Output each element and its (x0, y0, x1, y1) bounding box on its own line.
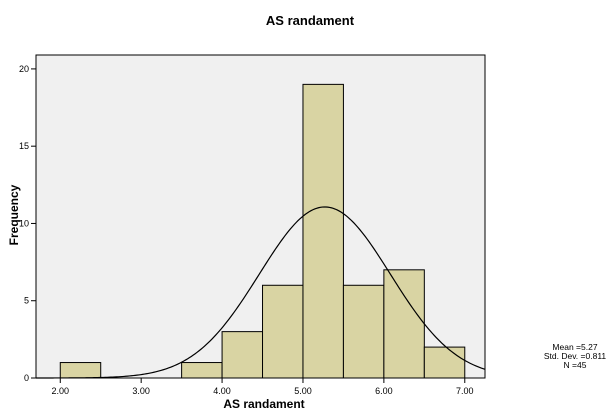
histogram-bar-7 (342, 284, 385, 379)
histogram-bar-4 (221, 331, 264, 379)
chart-title: AS randament (266, 13, 355, 28)
histogram-bar-3 (181, 362, 223, 379)
y-tick-label-1: 5 (24, 296, 29, 306)
stats-n: N =45 (564, 360, 587, 370)
histogram-bar-5 (262, 284, 304, 379)
stats-mean: Mean =5.27 (552, 342, 597, 352)
histogram-bar-8 (383, 269, 425, 379)
x-tick-label-3: 5.00 (294, 386, 312, 396)
histogram-bar-9 (423, 346, 466, 379)
x-tick-label-4: 6.00 (375, 386, 393, 396)
histogram-bar-0 (59, 362, 102, 379)
stats-std-dev: Std. Dev. =0.811 (544, 351, 607, 361)
y-tick-label-4: 20 (19, 64, 29, 74)
x-axis-ticks: 2.00 3.00 4.00 5.00 6.00 7.00 (52, 378, 474, 396)
normal-curve (36, 206, 486, 379)
x-tick-label-5: 7.00 (456, 386, 474, 396)
y-tick-label-2: 10 (19, 218, 29, 228)
x-tick-label-2: 4.00 (213, 386, 231, 396)
x-tick-label-0: 2.00 (52, 386, 70, 396)
x-axis-title: AS randament (223, 397, 304, 411)
y-axis-ticks: 0 5 10 15 20 (19, 64, 36, 383)
y-tick-label-3: 15 (19, 141, 29, 151)
x-tick-label-1: 3.00 (132, 386, 150, 396)
histogram-bar-6 (302, 83, 344, 379)
bars-group (59, 83, 466, 379)
stats-box: Mean =5.27 Std. Dev. =0.811 N =45 (544, 342, 607, 370)
y-tick-label-0: 0 (24, 373, 29, 383)
y-axis-title: Frequency (7, 184, 21, 245)
